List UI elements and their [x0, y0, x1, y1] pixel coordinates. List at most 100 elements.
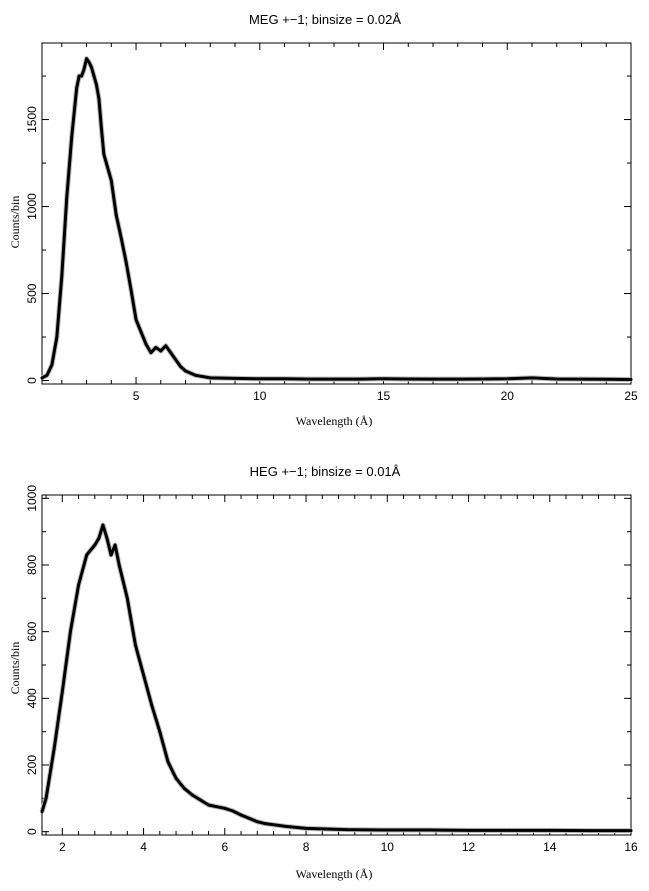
heg-x-tick-label: 8 — [303, 840, 310, 854]
heg-data-point — [182, 786, 186, 790]
meg-data-point — [481, 377, 484, 381]
meg-y-tick-label: 0 — [25, 377, 39, 384]
heg-data-point — [255, 820, 259, 824]
heg-data-point — [345, 828, 349, 832]
meg-x-tick-label: 20 — [501, 389, 515, 403]
heg-x-tick-label: 2 — [59, 840, 66, 854]
meg-x-tick-label: 15 — [377, 389, 391, 403]
meg-data-point — [102, 152, 106, 156]
meg-data-point — [208, 376, 212, 380]
meg-y-axis-label: Counts/bin — [8, 196, 22, 249]
heg-data-point — [467, 828, 470, 832]
heg-data-point — [199, 798, 202, 802]
heg-data-point — [284, 824, 288, 828]
heg-x-axis-label: Wavelength (Å) — [296, 867, 373, 881]
meg-x-tick-label: 5 — [133, 389, 140, 403]
meg-data-point — [45, 373, 49, 377]
heg-data-point — [117, 563, 121, 567]
heg-data-point — [190, 793, 194, 797]
heg-data-point — [105, 536, 109, 540]
meg-data-point — [107, 170, 111, 174]
meg-data-point — [332, 377, 336, 381]
meg-y-tick-label: 500 — [25, 283, 39, 303]
heg-data-point — [239, 813, 243, 817]
heg-chart-title: HEG +−1; binsize = 0.01Å — [250, 464, 401, 479]
meg-data-point — [505, 377, 509, 381]
meg-data-point — [112, 196, 116, 200]
meg-data-point — [134, 318, 138, 322]
meg-error-band — [40, 56, 632, 382]
heg-y-tick-label: 800 — [25, 555, 39, 575]
meg-data-point — [164, 344, 168, 348]
heg-x-tick-label: 6 — [221, 840, 228, 854]
meg-data-point — [99, 126, 103, 130]
meg-data-point — [80, 74, 83, 78]
meg-data-point — [129, 288, 133, 292]
heg-spectrum-line — [40, 523, 633, 833]
meg-data-point — [307, 377, 311, 381]
heg-data-point — [40, 810, 44, 814]
heg-data-point — [215, 805, 219, 809]
heg-data-point — [507, 828, 511, 832]
meg-x-tick-label: 10 — [253, 389, 267, 403]
heg-x-tick-label: 14 — [543, 840, 557, 854]
heg-data-point — [426, 828, 430, 832]
meg-x-tick-label: 25 — [624, 389, 638, 403]
heg-data-point — [69, 630, 72, 634]
meg-data-point — [139, 330, 143, 334]
heg-data-point — [93, 543, 97, 547]
heg-data-point — [223, 806, 227, 810]
heg-y-tick-label: 0 — [25, 828, 39, 835]
heg-x-tick-label: 10 — [381, 840, 395, 854]
heg-data-point — [101, 523, 105, 527]
meg-data-point — [65, 196, 69, 200]
meg-y-tick-label: 1000 — [25, 193, 39, 220]
heg-data-point — [588, 829, 592, 833]
heg-data-point — [77, 583, 80, 587]
meg-plot-frame — [41, 42, 632, 385]
heg-data-point — [134, 643, 137, 647]
meg-data-point — [87, 60, 91, 64]
meg-data-point — [357, 377, 361, 381]
meg-data-point — [382, 377, 385, 381]
meg-data-point — [580, 377, 583, 381]
meg-data-point — [144, 342, 148, 346]
heg-data-point — [113, 543, 117, 547]
heg-data-point — [324, 827, 328, 831]
heg-data-point — [44, 796, 48, 800]
heg-x-tick-label: 16 — [624, 840, 638, 854]
heg-x-tick-label: 4 — [140, 840, 147, 854]
meg-data-point — [149, 351, 153, 355]
heg-data-point — [109, 553, 113, 557]
heg-data-point — [142, 673, 145, 677]
heg-data-point — [52, 746, 56, 750]
heg-data-point — [264, 822, 267, 826]
heg-y-tick-label: 1000 — [25, 485, 39, 512]
meg-data-point — [629, 378, 633, 381]
heg-data-point — [85, 553, 89, 557]
heg-data-point — [125, 596, 129, 600]
heg-data-point — [629, 829, 633, 833]
meg-data-point — [92, 74, 96, 78]
heg-y-axis-label: Counts/bin — [8, 642, 22, 695]
heg-data-point — [207, 803, 210, 807]
heg-x-tick-label: 12 — [462, 840, 476, 854]
meg-data-point — [604, 377, 608, 381]
meg-spectrum-line — [40, 57, 633, 381]
meg-data-point — [50, 363, 54, 367]
meg-chart-title: MEG +−1; binsize = 0.02Å — [249, 12, 401, 27]
meg-data-point — [77, 74, 81, 78]
heg-data-point — [158, 730, 162, 734]
meg-data-point — [104, 161, 108, 165]
meg-data-point — [169, 351, 173, 355]
meg-y-tick-label: 1500 — [25, 106, 39, 133]
meg-data-point — [283, 377, 286, 381]
heg-y-tick-label: 600 — [25, 621, 39, 641]
meg-data-point — [40, 376, 44, 380]
meg-data-point — [174, 358, 178, 362]
meg-data-point — [258, 377, 262, 381]
meg-data-point — [154, 346, 158, 349]
meg-data-point — [55, 335, 59, 339]
